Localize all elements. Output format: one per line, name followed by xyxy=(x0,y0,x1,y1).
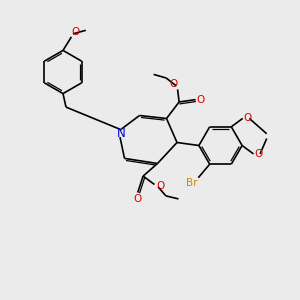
Text: O: O xyxy=(169,79,178,89)
Text: O: O xyxy=(133,194,141,204)
Text: N: N xyxy=(117,127,126,140)
Text: O: O xyxy=(71,27,80,37)
Text: O: O xyxy=(156,181,165,191)
Text: O: O xyxy=(254,149,263,159)
Text: Br: Br xyxy=(186,178,197,188)
Text: O: O xyxy=(244,113,252,123)
Text: O: O xyxy=(197,94,205,105)
